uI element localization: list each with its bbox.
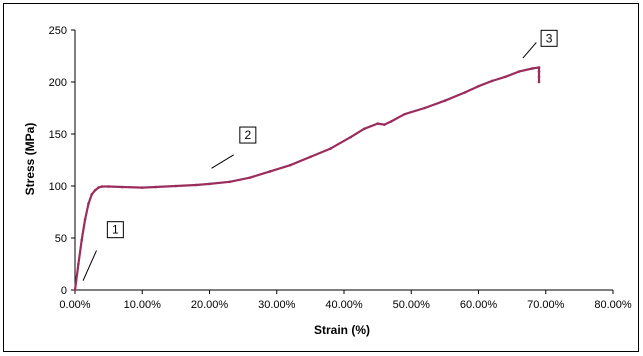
data-point (537, 66, 541, 69)
x-tick-label: 40.00% (325, 299, 363, 311)
y-axis-ticks: 0 50 100 150 200 250 (49, 25, 75, 297)
data-point (208, 182, 211, 186)
data-point (77, 262, 80, 266)
data-point (107, 185, 110, 188)
data-point (349, 135, 353, 139)
data-point (537, 75, 541, 79)
data-point (154, 185, 157, 189)
y-tick-label: 200 (49, 77, 67, 89)
x-tick-label: 10.00% (124, 299, 162, 311)
data-point (389, 120, 393, 123)
data-point (403, 112, 406, 116)
data-point (174, 184, 178, 188)
data-point (80, 238, 84, 242)
data-point (443, 99, 447, 103)
callout-label: 3 (546, 31, 553, 45)
data-point (100, 185, 104, 188)
y-tick-label: 100 (49, 181, 67, 193)
data-point (120, 185, 124, 189)
data-point (477, 84, 480, 88)
data-point (248, 176, 252, 179)
x-tick-label: 60.00% (460, 299, 498, 311)
callout-leader (211, 154, 234, 169)
data-point (376, 122, 379, 125)
callout-box (239, 126, 257, 144)
data-point (537, 80, 541, 84)
data-point (463, 91, 467, 94)
y-axis-label: Stress (MPa) (23, 123, 37, 196)
data-point (73, 288, 77, 292)
x-tick-label: 80.00% (594, 299, 632, 311)
data-point (504, 75, 507, 79)
data-point (97, 186, 100, 189)
x-tick-label: 50.00% (393, 299, 431, 311)
data-point (531, 67, 534, 70)
chart-frame (3, 3, 639, 352)
x-tick-label: 20.00% (191, 299, 229, 311)
x-tick-label: 70.00% (527, 299, 565, 311)
y-tick-label: 50 (55, 233, 67, 245)
data-point (537, 70, 541, 73)
callout-box (106, 221, 124, 239)
data-point (194, 183, 198, 187)
y-tick-label: 0 (61, 285, 67, 297)
callout-leader (82, 250, 97, 281)
annotations: 1 2 3 (82, 29, 558, 281)
data-point (90, 193, 94, 196)
data-point (329, 147, 332, 150)
x-axis-label: Strain (%) (314, 323, 370, 337)
x-tick-label: 30.00% (258, 299, 296, 311)
data-point (288, 163, 292, 167)
callout-leader (522, 42, 537, 59)
data-point (517, 70, 521, 73)
x-axis-ticks: 0.00% 10.00% 20.00% 30.00% 40.00% 50.00% 60.00… (59, 290, 632, 311)
callout-label: 1 (112, 223, 119, 237)
data-point (423, 106, 427, 110)
callout-box (540, 29, 558, 47)
stress-strain-curve (73, 66, 541, 291)
data-point (140, 186, 144, 189)
series-layer (73, 66, 541, 292)
y-tick-label: 150 (49, 129, 67, 141)
x-tick-label: 0.00% (59, 299, 90, 311)
data-point (93, 188, 97, 192)
data-point (362, 127, 366, 131)
data-point (309, 155, 312, 159)
data-point (87, 202, 90, 205)
data-point (83, 217, 87, 221)
data-point (383, 123, 386, 126)
callout-label: 2 (244, 128, 251, 142)
data-point (490, 79, 494, 83)
data-point (268, 170, 272, 173)
data-point (228, 180, 231, 184)
y-tick-label: 250 (49, 25, 67, 37)
